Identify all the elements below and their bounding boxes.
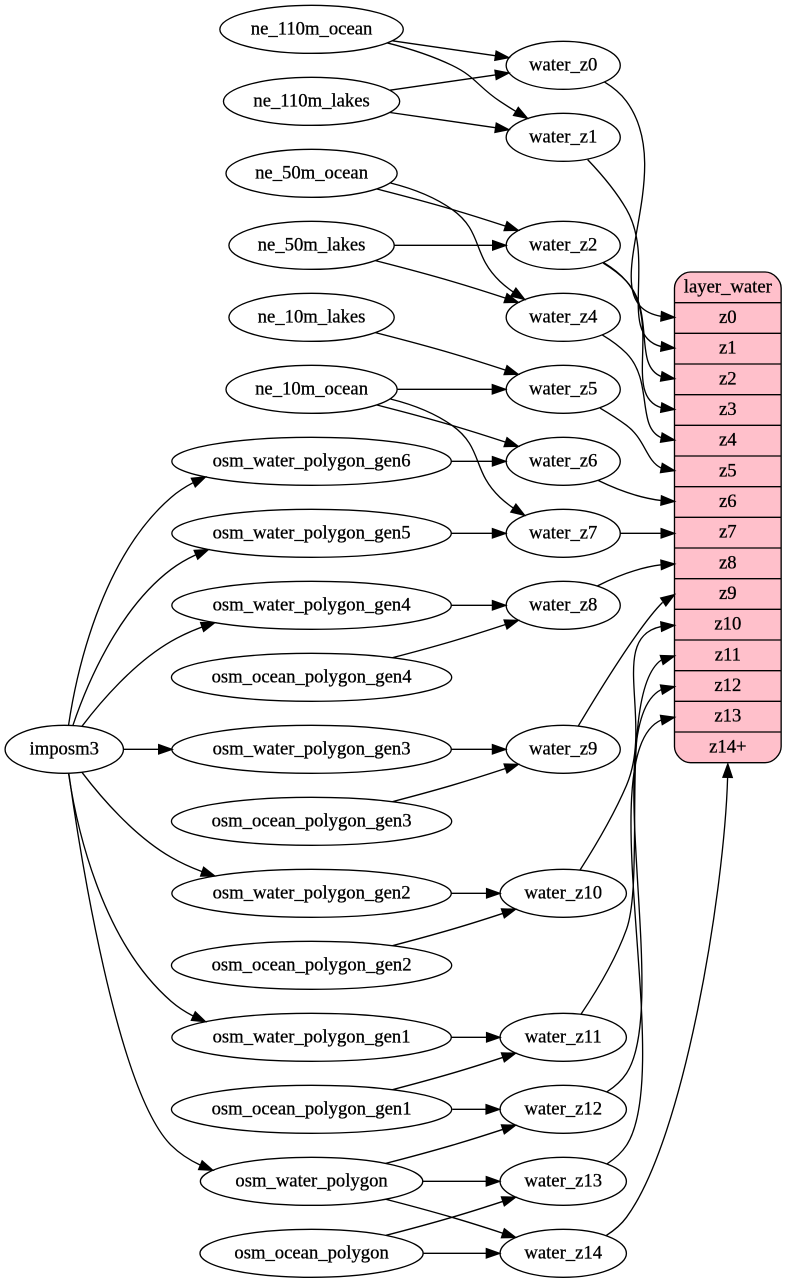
svg-text:z10: z10 [714, 614, 741, 635]
svg-text:z14+: z14+ [709, 736, 746, 757]
svg-text:water_z7: water_z7 [529, 522, 597, 543]
svg-text:osm_water_polygon_gen1: osm_water_polygon_gen1 [213, 1026, 411, 1047]
svg-text:z2: z2 [719, 368, 737, 389]
svg-text:water_z11: water_z11 [525, 1026, 602, 1047]
svg-text:water_z2: water_z2 [529, 234, 597, 255]
svg-text:water_z9: water_z9 [529, 738, 597, 759]
svg-text:ne_50m_ocean: ne_50m_ocean [255, 162, 369, 183]
svg-text:water_z4: water_z4 [529, 306, 598, 327]
svg-text:ne_50m_lakes: ne_50m_lakes [258, 234, 366, 255]
svg-text:osm_water_polygon: osm_water_polygon [235, 1170, 388, 1191]
svg-text:z5: z5 [719, 460, 737, 481]
svg-text:z6: z6 [719, 491, 737, 512]
svg-text:z12: z12 [714, 675, 741, 696]
svg-text:z1: z1 [719, 338, 737, 359]
svg-text:z3: z3 [719, 399, 737, 420]
svg-text:osm_ocean_polygon: osm_ocean_polygon [234, 1242, 389, 1263]
svg-text:ne_10m_lakes: ne_10m_lakes [258, 306, 366, 327]
svg-text:ne_110m_lakes: ne_110m_lakes [253, 90, 369, 111]
svg-text:water_z0: water_z0 [529, 54, 597, 75]
svg-text:layer_water: layer_water [684, 276, 773, 297]
svg-text:osm_ocean_polygon_gen3: osm_ocean_polygon_gen3 [212, 810, 412, 831]
svg-text:osm_ocean_polygon_gen2: osm_ocean_polygon_gen2 [212, 954, 412, 975]
svg-text:z0: z0 [719, 307, 737, 328]
svg-text:water_z14: water_z14 [524, 1242, 602, 1263]
svg-text:water_z5: water_z5 [529, 378, 597, 399]
svg-text:z13: z13 [714, 706, 741, 727]
svg-text:ne_10m_ocean: ne_10m_ocean [255, 378, 369, 399]
svg-text:osm_water_polygon_gen2: osm_water_polygon_gen2 [213, 882, 411, 903]
svg-text:water_z8: water_z8 [529, 594, 597, 615]
svg-text:z7: z7 [719, 522, 737, 543]
svg-text:z9: z9 [719, 583, 737, 604]
svg-text:water_z6: water_z6 [529, 450, 597, 471]
svg-text:osm_water_polygon_gen5: osm_water_polygon_gen5 [213, 522, 411, 543]
svg-text:z8: z8 [719, 552, 737, 573]
svg-text:imposm3: imposm3 [30, 738, 99, 759]
svg-text:water_z12: water_z12 [524, 1098, 602, 1119]
svg-text:osm_water_polygon_gen4: osm_water_polygon_gen4 [213, 594, 412, 615]
svg-text:water_z1: water_z1 [529, 126, 597, 147]
svg-text:osm_ocean_polygon_gen1: osm_ocean_polygon_gen1 [212, 1098, 412, 1119]
svg-text:water_z13: water_z13 [524, 1170, 602, 1191]
svg-text:z11: z11 [715, 644, 741, 665]
svg-text:ne_110m_ocean: ne_110m_ocean [251, 18, 373, 39]
svg-text:osm_water_polygon_gen6: osm_water_polygon_gen6 [213, 450, 411, 471]
svg-text:osm_ocean_polygon_gen4: osm_ocean_polygon_gen4 [212, 666, 413, 687]
svg-text:osm_water_polygon_gen3: osm_water_polygon_gen3 [213, 738, 411, 759]
svg-text:z4: z4 [719, 430, 737, 451]
svg-text:water_z10: water_z10 [524, 882, 602, 903]
